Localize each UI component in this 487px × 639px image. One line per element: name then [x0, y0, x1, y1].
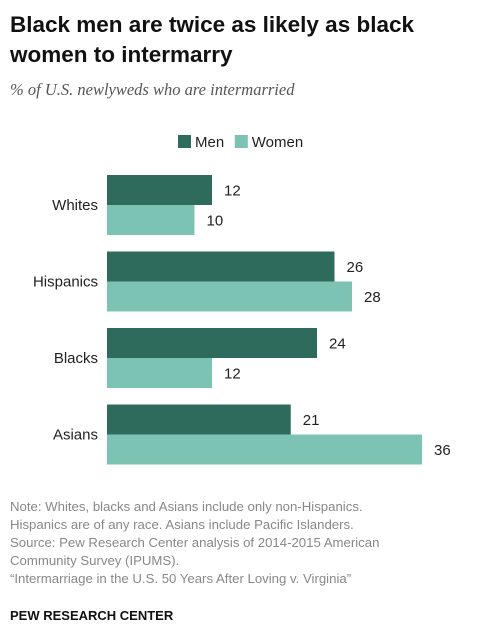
chart-subtitle: % of U.S. newlyweds who are intermarried	[10, 80, 295, 99]
data-label-asians-men: 21	[303, 412, 320, 429]
source-line: Source: Pew Research Center analysis of …	[10, 535, 380, 550]
category-label-asians: Asians	[53, 427, 98, 444]
bar-hispanics-women	[107, 281, 352, 312]
legend-label-men: Men	[195, 134, 224, 151]
bar-blacks-women	[107, 358, 212, 388]
bar-whites-men	[107, 175, 212, 205]
bar-whites-women	[107, 205, 195, 235]
data-label-whites-men: 12	[224, 183, 241, 200]
data-label-asians-women: 36	[434, 442, 451, 459]
data-label-whites-women: 10	[207, 213, 224, 230]
data-label-blacks-women: 12	[224, 366, 241, 383]
legend-label-women: Women	[252, 134, 303, 151]
data-label-hispanics-men: 26	[347, 259, 364, 276]
bar-blacks-men	[107, 328, 317, 358]
legend-swatch-men	[178, 135, 191, 148]
brand-label: PEW RESEARCH CENTER	[10, 608, 174, 623]
chart-title-line-2: women to intermarry	[10, 42, 233, 67]
note-line: Hispanics are of any race. Asians includ…	[10, 517, 354, 532]
category-label-blacks: Blacks	[54, 350, 98, 367]
category-label-whites: Whites	[52, 197, 98, 214]
note-line: Note: Whites, blacks and Asians include …	[10, 499, 363, 514]
bar-asians-women	[107, 434, 422, 465]
chart-notes: Note: Whites, blacks and Asians include …	[10, 498, 480, 588]
chart-title: Black men are twice as likely as black w…	[10, 10, 480, 70]
report-title-line: “Intermarriage in the U.S. 50 Years Afte…	[10, 571, 352, 586]
bar-hispanics-men	[107, 251, 335, 282]
legend-swatch-women	[234, 135, 248, 148]
bar-asians-men	[107, 404, 291, 435]
chart-title-line-1: Black men are twice as likely as black	[10, 12, 415, 37]
bar-chart: Men WomenWhites1210Hispanics2628Blacks241…	[33, 134, 451, 465]
category-label-hispanics: Hispanics	[33, 274, 98, 291]
data-label-blacks-men: 24	[329, 336, 346, 353]
data-label-hispanics-women: 28	[364, 289, 381, 306]
source-line: Community Survey (IPUMS).	[10, 553, 180, 568]
